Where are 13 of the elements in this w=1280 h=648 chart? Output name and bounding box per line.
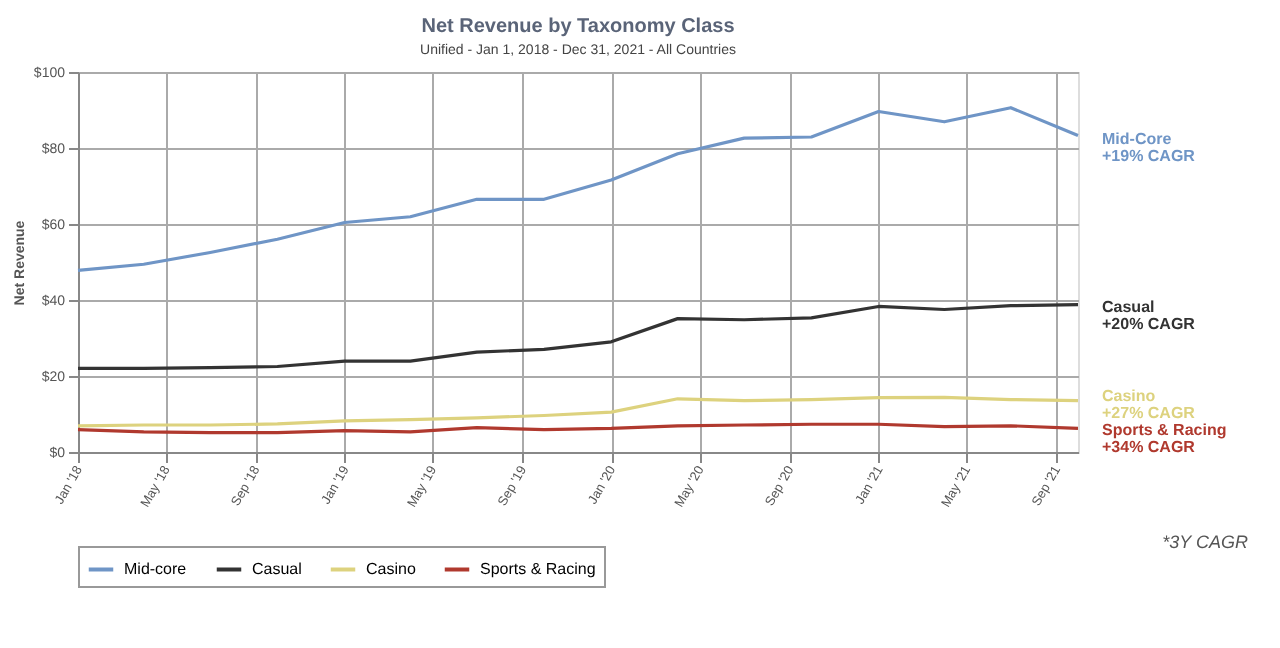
annotation: Sports & Racing +34% CAGR <box>1102 421 1227 457</box>
line-series <box>76 395 1080 428</box>
annotation: Mid-Core +19% CAGR <box>1102 130 1196 166</box>
annotation: Casino +27% CAGR <box>1102 387 1196 423</box>
line-series <box>76 106 1080 272</box>
annotation: Casual +20% CAGR <box>1102 297 1196 333</box>
legend-label: Casual <box>252 559 303 578</box>
legend-label: Casino <box>366 559 417 578</box>
legend-label: Mid-core <box>124 559 188 578</box>
line-series <box>76 302 1080 370</box>
legend-label: Sports & Racing <box>480 559 596 578</box>
text: *3Y CAGR <box>1162 532 1249 552</box>
chart-title: Net Revenue by Taxonomy Class <box>421 16 736 38</box>
